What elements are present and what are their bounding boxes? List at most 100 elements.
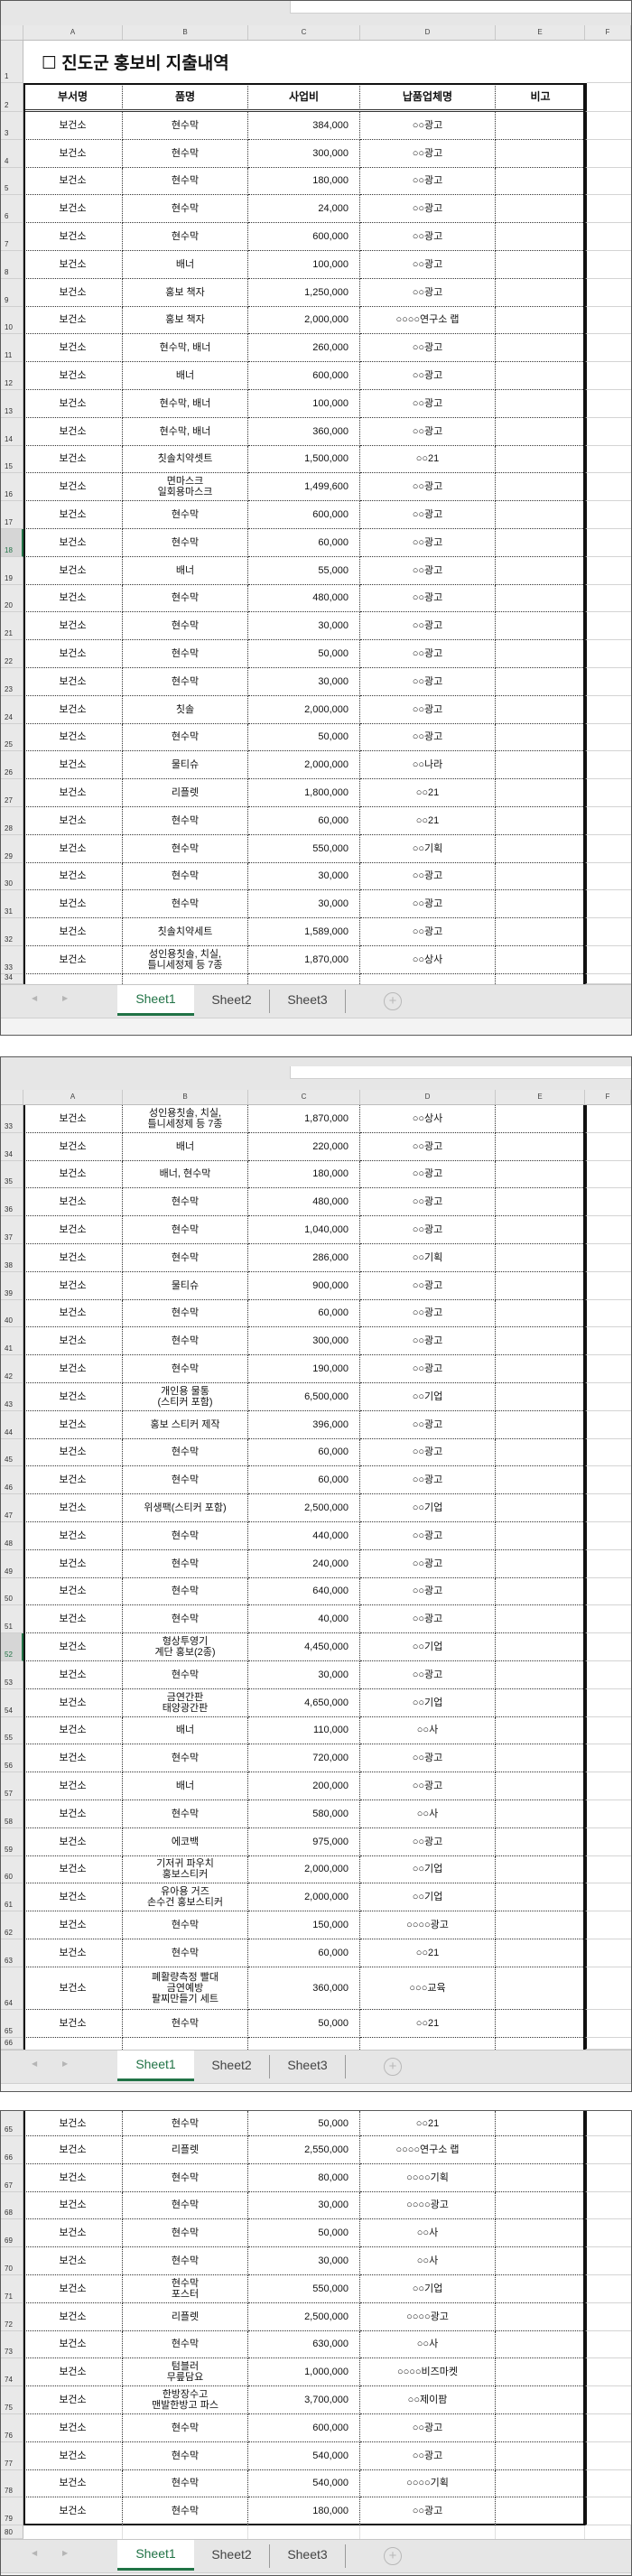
- department-cell[interactable]: 보건소: [23, 2247, 123, 2275]
- item-name-cell[interactable]: 현수막: [123, 167, 248, 196]
- department-cell[interactable]: 보건소: [23, 695, 123, 724]
- item-name-cell[interactable]: 현수막: [123, 1660, 248, 1689]
- item-name-cell[interactable]: 현수막: [123, 1216, 248, 1244]
- department-cell[interactable]: 보건소: [23, 250, 123, 279]
- row-header-34[interactable]: 34: [1, 1132, 23, 1161]
- item-name-cell[interactable]: 현수막: [123, 1299, 248, 1328]
- plus-circle-icon[interactable]: +: [384, 2057, 402, 2076]
- row-header-11[interactable]: 11: [1, 334, 23, 363]
- note-cell[interactable]: [496, 1244, 585, 1272]
- row-header-21[interactable]: 21: [1, 612, 23, 641]
- row-header-66[interactable]: 66: [1, 2136, 23, 2164]
- amount-cell[interactable]: 550,000: [248, 2274, 360, 2303]
- item-name-cell[interactable]: 현수막: [123, 223, 248, 251]
- cell-f[interactable]: [585, 501, 631, 529]
- note-cell[interactable]: [496, 779, 585, 807]
- item-name-cell[interactable]: 현수막: [123, 2247, 248, 2275]
- row-header-39[interactable]: 39: [1, 1271, 23, 1300]
- amount-cell[interactable]: 50,000: [248, 2009, 360, 2038]
- department-cell[interactable]: 보건소: [23, 1883, 123, 1912]
- item-name-cell[interactable]: 현수막: [123, 834, 248, 863]
- row-header-17[interactable]: 17: [1, 501, 23, 529]
- vendor-cell[interactable]: ○○○○연구소 랩: [360, 2136, 496, 2164]
- department-cell[interactable]: 보건소: [23, 1577, 123, 1606]
- cell-f[interactable]: [585, 1494, 631, 1522]
- cell-f[interactable]: [585, 2386, 631, 2414]
- item-name-cell[interactable]: 현수막, 배너: [123, 334, 248, 363]
- department-cell[interactable]: 보건소: [23, 1827, 123, 1856]
- amount-cell[interactable]: 4,450,000: [248, 1633, 360, 1661]
- item-name-cell[interactable]: 현수막 포스터: [123, 2274, 248, 2303]
- cell-f[interactable]: [585, 2441, 631, 2470]
- chevron-left-icon[interactable]: ◀: [32, 2549, 38, 2558]
- note-cell[interactable]: [496, 1633, 585, 1661]
- row-header-53[interactable]: 53: [1, 1660, 23, 1689]
- note-cell[interactable]: [496, 1272, 585, 1300]
- cell-f[interactable]: [585, 1605, 631, 1634]
- amount-cell[interactable]: 30,000: [248, 862, 360, 891]
- department-cell[interactable]: 보건소: [23, 2413, 123, 2442]
- cell-f[interactable]: [585, 417, 631, 446]
- column-header-e[interactable]: E: [496, 1090, 585, 1104]
- note-cell[interactable]: [496, 1772, 585, 1800]
- note-cell[interactable]: [496, 2470, 585, 2498]
- item-name-cell[interactable]: 현수막: [123, 862, 248, 891]
- item-name-cell[interactable]: 현수막: [123, 1577, 248, 1606]
- note-cell[interactable]: [496, 1494, 585, 1522]
- vendor-cell[interactable]: ○○광고: [360, 2413, 496, 2442]
- vendor-cell[interactable]: ○○광고: [360, 112, 496, 140]
- item-name-cell[interactable]: 현수막: [123, 2413, 248, 2442]
- row-header-24[interactable]: 24: [1, 695, 23, 724]
- row-header-67[interactable]: 67: [1, 2163, 23, 2192]
- department-cell[interactable]: 보건소: [23, 1466, 123, 1495]
- item-name-cell[interactable]: 현수막: [123, 2497, 248, 2526]
- vendor-cell[interactable]: ○○○○기획: [360, 2163, 496, 2192]
- item-name-cell[interactable]: 성인용칫솔, 치실, 틀니세정제 등 7종: [123, 1105, 248, 1133]
- note-cell[interactable]: [496, 1133, 585, 1161]
- note-cell[interactable]: [496, 696, 585, 724]
- amount-cell[interactable]: 220,000: [248, 1132, 360, 1161]
- row-header-55[interactable]: 55: [1, 1716, 23, 1745]
- row-header-69[interactable]: 69: [1, 2219, 23, 2248]
- cell-f[interactable]: [585, 1410, 631, 1439]
- item-name-cell[interactable]: 금연간판 태양광간판: [123, 1688, 248, 1717]
- vendor-cell[interactable]: ○○광고: [360, 2497, 496, 2526]
- row-header-13[interactable]: 13: [1, 389, 23, 418]
- item-name-cell[interactable]: 배너: [123, 556, 248, 585]
- department-cell[interactable]: 보건소: [23, 417, 123, 446]
- amount-cell[interactable]: 600,000: [248, 2413, 360, 2442]
- amount-cell[interactable]: 1,800,000: [248, 779, 360, 807]
- item-name-cell[interactable]: 배너: [123, 1132, 248, 1161]
- amount-cell[interactable]: 190,000: [248, 1355, 360, 1383]
- item-name-cell[interactable]: 현수막, 배너: [123, 389, 248, 418]
- item-name-cell[interactable]: 현수막: [123, 890, 248, 919]
- vendor-cell[interactable]: ○○광고: [360, 1410, 496, 1439]
- row-header-61[interactable]: 61: [1, 1883, 23, 1912]
- amount-cell[interactable]: 2,000,000: [248, 306, 360, 335]
- amount-cell[interactable]: 2,550,000: [248, 2136, 360, 2164]
- tab-sheet3[interactable]: Sheet3: [270, 2544, 346, 2569]
- cell-f[interactable]: [585, 2219, 631, 2248]
- row-header-9[interactable]: 9: [1, 278, 23, 307]
- item-name-cell[interactable]: 현수막: [123, 612, 248, 641]
- department-cell[interactable]: 보건소: [23, 1105, 123, 1133]
- item-name-cell[interactable]: 홍보 책자: [123, 306, 248, 335]
- department-cell[interactable]: 보건소: [23, 1299, 123, 1328]
- tab-sheet3[interactable]: Sheet3: [270, 2054, 346, 2078]
- amount-cell[interactable]: 180,000: [248, 167, 360, 196]
- row-header-40[interactable]: 40: [1, 1299, 23, 1328]
- department-cell[interactable]: 보건소: [23, 1716, 123, 1745]
- department-cell[interactable]: 보건소: [23, 528, 123, 557]
- amount-cell[interactable]: 1,000,000: [248, 2358, 360, 2387]
- department-cell[interactable]: 보건소: [23, 2330, 123, 2359]
- cell-f[interactable]: [585, 1132, 631, 1161]
- column-header-b[interactable]: B: [123, 25, 248, 40]
- note-cell[interactable]: [496, 2111, 585, 2136]
- cell-f[interactable]: [585, 890, 631, 919]
- cell-f[interactable]: [585, 2191, 631, 2220]
- item-name-cell[interactable]: 물티슈: [123, 751, 248, 780]
- item-name-cell[interactable]: 텀블러 무릎담요: [123, 2358, 248, 2387]
- amount-cell[interactable]: 384,000: [248, 112, 360, 140]
- select-all-corner[interactable]: [1, 1090, 23, 1104]
- amount-cell[interactable]: 286,000: [248, 1243, 360, 1272]
